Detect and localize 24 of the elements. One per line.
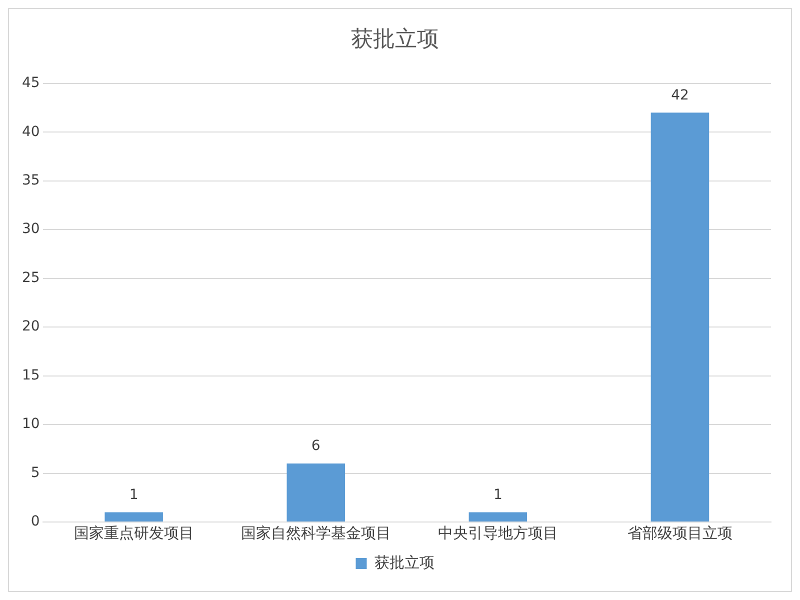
y-tick-label: 40 [22, 124, 40, 140]
bar [468, 512, 528, 522]
bar [286, 464, 346, 522]
data-label: 6 [311, 438, 320, 454]
y-tick-label: 10 [22, 416, 40, 432]
y-tick-label: 30 [22, 221, 40, 238]
data-label: 1 [493, 486, 502, 503]
data-label: 42 [671, 87, 689, 104]
y-tick-label: 5 [30, 464, 40, 481]
y-tick-label: 25 [22, 270, 40, 286]
x-tick-label: 中央引导地方项目 [438, 524, 558, 542]
y-tick-label: 20 [22, 318, 40, 335]
x-tick-label: 国家重点研发项目 [74, 524, 194, 542]
bar [104, 512, 163, 522]
y-tick-label: 35 [22, 172, 40, 189]
y-tick-label: 0 [30, 514, 40, 530]
chart-title: 获批立项 [351, 26, 439, 52]
y-tick-label: 15 [22, 367, 40, 384]
bar [650, 112, 710, 522]
x-tick-label: 省部级项目立项 [627, 524, 732, 542]
y-tick-label: 45 [22, 75, 40, 92]
data-label: 1 [129, 486, 138, 503]
legend-label: 获批立项 [374, 553, 434, 572]
x-tick-label: 国家自然科学基金项目 [240, 524, 391, 542]
